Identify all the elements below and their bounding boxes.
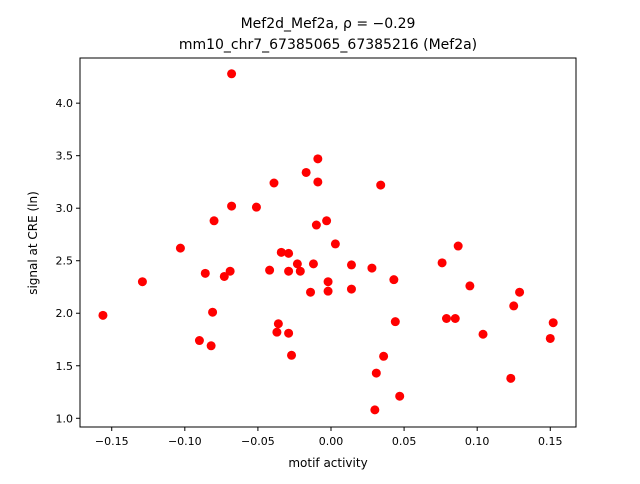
y-tick-label: 3.5 xyxy=(56,150,74,163)
chart-title-line1: Mef2d_Mef2a, ρ = −0.29 xyxy=(241,16,416,32)
scatter-point xyxy=(376,180,386,190)
scatter-point xyxy=(453,241,463,251)
scatter-point xyxy=(330,239,340,249)
scatter-point xyxy=(200,268,210,278)
scatter-point xyxy=(287,350,297,360)
scatter-point xyxy=(276,247,286,257)
y-tick-label: 2.5 xyxy=(56,255,74,268)
scatter-point xyxy=(284,328,294,338)
plot-frame xyxy=(79,57,577,428)
scatter-point xyxy=(441,313,451,323)
scatter-point xyxy=(272,327,282,337)
scatter-point xyxy=(323,277,333,287)
scatter-point xyxy=(313,154,323,164)
scatter-point xyxy=(450,313,460,323)
scatter-point xyxy=(311,220,321,230)
scatter-point xyxy=(322,216,332,226)
scatter-point xyxy=(478,329,488,339)
scatter-point xyxy=(98,310,108,320)
y-tick-label: 2.0 xyxy=(56,307,74,320)
x-tick-label: 0.10 xyxy=(465,435,490,448)
scatter-point xyxy=(371,368,381,378)
scatter-point xyxy=(295,266,305,276)
x-axis-label: motif activity xyxy=(288,456,367,470)
scatter-point xyxy=(308,259,318,269)
y-axis-ticks: 1.0 1.5 2.0 2.5 3.0 3.5 4.0 xyxy=(56,97,80,425)
chart-title-line2: mm10_chr7_67385065_67385216 (Mef2a) xyxy=(179,37,477,53)
scatter-point xyxy=(194,336,204,346)
x-tick-label: −0.15 xyxy=(95,435,129,448)
scatter-point xyxy=(306,287,316,297)
scatter-point xyxy=(367,263,377,273)
y-tick-label: 3.0 xyxy=(56,202,74,215)
scatter-point xyxy=(509,301,519,311)
scatter-point xyxy=(545,333,555,343)
x-tick-label: 0.05 xyxy=(392,435,417,448)
x-tick-label: −0.10 xyxy=(168,435,202,448)
y-tick-label: 1.0 xyxy=(56,412,74,425)
scatter-point xyxy=(515,287,525,297)
scatter-point xyxy=(389,275,399,285)
scatter-point xyxy=(323,286,333,296)
scatter-point xyxy=(219,271,229,281)
scatter-point xyxy=(346,284,356,294)
scatter-point xyxy=(437,258,447,268)
scatter-point xyxy=(209,216,219,226)
scatter-point xyxy=(390,317,400,327)
scatter-point xyxy=(273,319,283,329)
scatter-point xyxy=(251,202,261,212)
scatter-point xyxy=(395,391,405,401)
scatter-point xyxy=(370,405,380,415)
scatter-point xyxy=(206,341,216,351)
scatter-point xyxy=(313,177,323,187)
y-tick-label: 1.5 xyxy=(56,360,74,373)
scatter-point xyxy=(506,373,516,383)
x-tick-label: 0.00 xyxy=(319,435,344,448)
scatter-point xyxy=(379,351,389,361)
scatter-point xyxy=(284,266,294,276)
scatter-points xyxy=(98,69,558,415)
scatter-point xyxy=(301,167,311,177)
y-tick-label: 4.0 xyxy=(56,97,74,110)
scatter-point xyxy=(227,69,237,79)
scatter-point xyxy=(269,178,279,188)
scatter-point xyxy=(465,281,475,291)
x-axis-ticks: −0.15 −0.10 −0.05 0.00 0.05 0.10 0.15 xyxy=(95,427,563,448)
x-tick-label: −0.05 xyxy=(241,435,275,448)
scatter-point xyxy=(346,260,356,270)
scatter-point xyxy=(284,248,294,258)
scatter-point xyxy=(227,201,237,211)
scatter-point xyxy=(225,266,235,276)
x-tick-label: 0.15 xyxy=(538,435,563,448)
scatter-point xyxy=(137,277,147,287)
y-axis-label: signal at CRE (ln) xyxy=(26,191,40,295)
scatter-point xyxy=(208,307,218,317)
scatter-point xyxy=(175,243,185,253)
scatter-point xyxy=(292,259,302,269)
scatter-point xyxy=(548,318,558,328)
scatter-point xyxy=(265,265,275,275)
